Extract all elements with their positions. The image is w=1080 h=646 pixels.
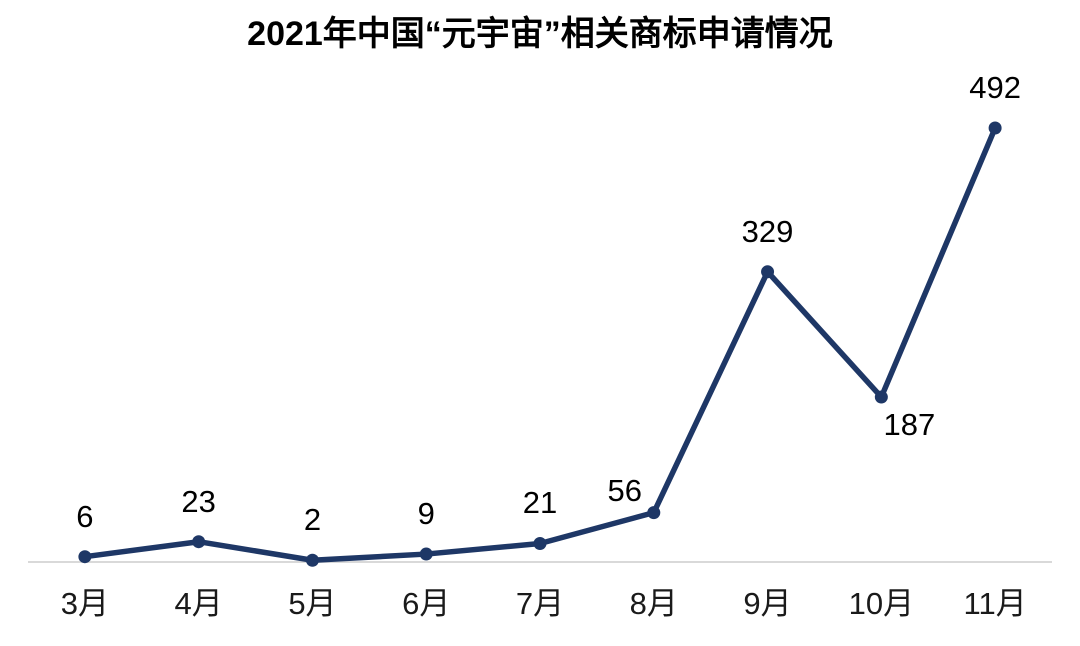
data-point-marker: [533, 536, 547, 550]
data-point-marker: [988, 121, 1002, 135]
data-point-marker: [78, 550, 92, 564]
data-point-marker: [305, 553, 319, 567]
data-point-marker: [192, 535, 206, 549]
x-axis-tick-label: 10月: [848, 586, 915, 621]
data-point-marker: [761, 265, 775, 279]
data-label: 21: [522, 485, 558, 521]
data-label: 329: [741, 213, 794, 249]
x-axis-tick-label: 7月: [515, 586, 565, 621]
chart-title: 2021年中国“元宇宙”相关商标申请情况: [247, 15, 833, 53]
x-axis-tick-label: 3月: [60, 586, 109, 621]
x-axis-tick-label: 9月: [743, 586, 792, 621]
data-label: 56: [607, 472, 643, 508]
data-label: 23: [181, 483, 216, 519]
data-label: 187: [883, 407, 936, 443]
data-label: 2: [303, 502, 322, 538]
x-axis-tick-label: 8月: [629, 586, 678, 621]
x-axis-tick-label: 4月: [174, 586, 223, 621]
x-axis-tick-label: 6月: [402, 586, 451, 621]
x-axis-tick-label: 11月: [963, 586, 1027, 621]
x-axis-tick-label: 5月: [288, 586, 337, 621]
data-point-marker: [419, 547, 433, 561]
data-label: 6: [76, 498, 94, 534]
data-point-marker: [874, 390, 888, 404]
data-point-marker: [647, 506, 661, 520]
data-label: 492: [969, 70, 1021, 105]
data-label: 9: [417, 496, 435, 532]
